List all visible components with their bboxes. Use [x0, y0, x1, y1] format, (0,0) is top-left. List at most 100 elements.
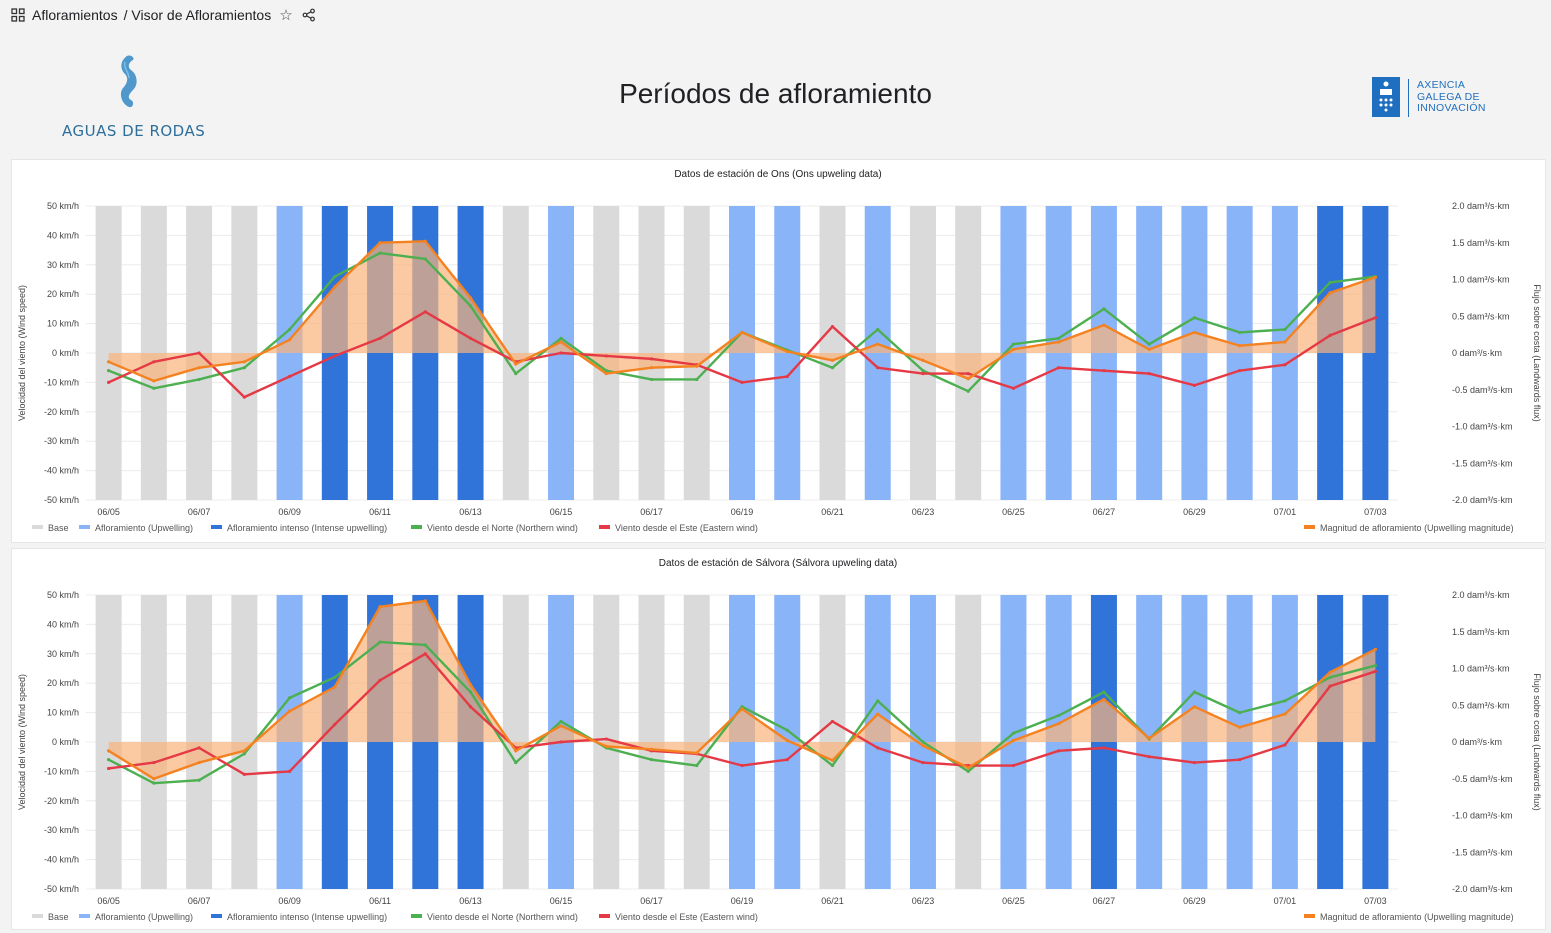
- northern-wind-line-point: [695, 763, 699, 768]
- northern-wind-line-point: [107, 758, 111, 762]
- eastern-wind-line-point: [197, 351, 201, 355]
- legend-northern-wind-swatch: [411, 525, 422, 529]
- x-tick-label: 06/09: [278, 896, 301, 906]
- eastern-wind-line-point: [1328, 333, 1332, 337]
- upwelling-magnitude-line-point: [559, 724, 563, 728]
- eastern-wind-line-point: [423, 652, 427, 656]
- upwelling-magnitude-line-point: [514, 749, 518, 753]
- northern-wind-line-point: [1238, 330, 1242, 335]
- eastern-wind-line-point: [1011, 763, 1016, 768]
- logo-line-1: AXENCIA: [1417, 79, 1466, 91]
- left-tick-label: 50 km/h: [47, 590, 79, 600]
- northern-wind-line-point: [1238, 711, 1242, 715]
- eastern-wind-line-point: [1147, 371, 1151, 376]
- breadcrumb-root[interactable]: Afloramientos: [32, 7, 118, 23]
- legend-base-swatch: [32, 525, 43, 529]
- right-tick-label: 0 dam³/s·km: [1452, 348, 1502, 358]
- eastern-wind-line-point: [1057, 749, 1061, 753]
- eastern-wind-line-point: [1147, 755, 1151, 759]
- eastern-wind-line-point: [242, 395, 246, 399]
- northern-wind-line-point: [1102, 690, 1106, 694]
- upwelling-magnitude-line-point: [1192, 705, 1197, 709]
- legend-base-swatch: [32, 914, 43, 918]
- northern-wind-line-point: [287, 696, 292, 700]
- legend-intense-label: Afloramiento intenso (Intense upwelling): [227, 523, 387, 533]
- right-tick-label: -1.0 dam³/s·km: [1452, 422, 1513, 432]
- eastern-wind-line-point: [287, 769, 292, 773]
- upwelling-magnitude-line-point: [1283, 712, 1287, 716]
- eastern-wind-line-point: [468, 336, 473, 340]
- upwelling-magnitude-line-point: [1373, 275, 1377, 279]
- northern-wind-line-point: [468, 690, 473, 694]
- eastern-wind-line-point: [333, 722, 337, 726]
- x-tick-label: 06/11: [369, 896, 391, 906]
- upwelling-magnitude-line-point: [1057, 340, 1061, 344]
- upwelling-magnitude-line-point: [1238, 344, 1242, 348]
- upwelling-magnitude-line-point: [785, 738, 789, 743]
- upwelling-magnitude-line-point: [333, 685, 337, 689]
- upwelling-magnitude-line-point: [604, 371, 608, 376]
- x-tick-label: 06/23: [912, 896, 935, 906]
- logo-text: AGUAS DE RODAS: [62, 122, 206, 140]
- upwelling-magnitude-line-point: [785, 349, 789, 354]
- right-tick-label: 1.5 dam³/s·km: [1452, 238, 1510, 248]
- legend-northern-wind-label: Viento desde el Norte (Northern wind): [427, 912, 578, 922]
- right-tick-label: 2.0 dam³/s·km: [1452, 590, 1510, 600]
- eastern-wind-line-point: [1192, 760, 1197, 765]
- gain-logo: AXENCIA GALEGA DE INNOVACIÓN: [1372, 77, 1512, 119]
- upwelling-magnitude-line-point: [1192, 330, 1197, 335]
- legend-northern-wind-label: Viento desde el Norte (Northern wind): [427, 523, 578, 533]
- northern-wind-line-point: [876, 327, 880, 332]
- eastern-wind-line-point: [197, 746, 201, 750]
- x-tick-label: 06/27: [1093, 896, 1116, 906]
- upwelling-magnitude-line-point: [830, 358, 835, 362]
- x-tick-label: 06/29: [1183, 896, 1206, 906]
- legend-eastern-wind-label: Viento desde el Este (Eastern wind): [615, 912, 758, 922]
- eastern-wind-line-point: [107, 766, 111, 771]
- upwelling-magnitude-line-point: [1328, 670, 1332, 674]
- right-tick-label: 0.5 dam³/s·km: [1452, 311, 1510, 321]
- upwelling-magnitude-line-point: [830, 758, 835, 762]
- legend-upwelling-swatch: [79, 525, 90, 529]
- eastern-wind-line-point: [740, 763, 744, 768]
- coat-of-arms-icon: [1372, 77, 1400, 117]
- left-tick-label: 0 km/h: [52, 737, 79, 747]
- x-tick-label: 06/15: [550, 896, 573, 906]
- eastern-wind-line-point: [423, 310, 427, 314]
- right-tick-label: -1.5 dam³/s·km: [1452, 847, 1513, 857]
- top-bar: Afloramientos / Visor de Afloramientos ☆: [0, 0, 1551, 30]
- share-icon[interactable]: [302, 8, 316, 22]
- x-tick-label: 07/03: [1364, 896, 1387, 906]
- eastern-wind-line-point: [1328, 684, 1332, 688]
- northern-wind-line-point: [1057, 713, 1061, 718]
- star-icon[interactable]: ☆: [279, 7, 293, 24]
- upwelling-magnitude-line-point: [287, 338, 292, 342]
- eastern-wind-line-point: [242, 772, 246, 776]
- northern-wind-line-point: [1147, 342, 1151, 346]
- right-tick-label: -2.0 dam³/s·km: [1452, 884, 1513, 894]
- right-tick-label: -1.5 dam³/s·km: [1452, 458, 1513, 468]
- apps-grid-icon[interactable]: [11, 8, 25, 22]
- eastern-wind-line-point: [107, 380, 111, 384]
- legend-upwelling-label: Afloramiento (Upwelling): [95, 523, 193, 533]
- northern-wind-line-point: [514, 760, 518, 765]
- legend-magnitude-label: Magnitud de afloramiento (Upwelling magn…: [1320, 912, 1514, 922]
- page-title: Períodos de afloramiento: [619, 78, 932, 109]
- upwelling-magnitude-line-point: [604, 744, 608, 749]
- left-tick-label: 20 km/h: [47, 289, 79, 299]
- eastern-wind-line-point: [785, 758, 789, 762]
- northern-wind-line-point: [785, 728, 789, 732]
- eastern-wind-line-point: [1102, 746, 1106, 750]
- eastern-wind-line-point: [378, 678, 382, 682]
- x-tick-label: 06/23: [912, 507, 935, 517]
- legend-eastern-wind-label: Viento desde el Este (Eastern wind): [615, 523, 758, 533]
- upwelling-magnitude-line-point: [197, 366, 201, 370]
- breadcrumb-current: / Visor de Afloramientos: [123, 7, 272, 23]
- upwelling-magnitude-line-point: [1328, 291, 1332, 295]
- upwelling-magnitude-line-point: [514, 362, 518, 366]
- northern-wind-line-point: [197, 377, 201, 382]
- left-tick-label: 10 km/h: [47, 708, 79, 718]
- left-tick-label: 0 km/h: [52, 348, 79, 358]
- left-tick-label: 20 km/h: [47, 678, 79, 688]
- upwelling-magnitude-line-point: [1011, 347, 1016, 351]
